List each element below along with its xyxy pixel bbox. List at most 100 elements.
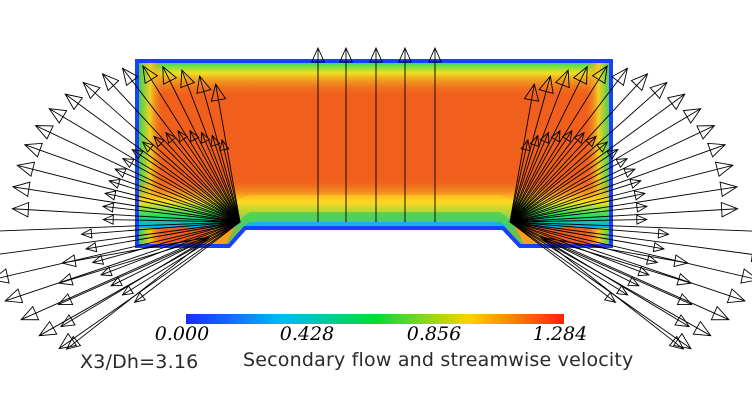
vector-head [627, 276, 640, 287]
vector-shaft [509, 108, 702, 223]
vector-head [629, 178, 642, 189]
vector-head [584, 135, 597, 148]
vector-shaft [509, 130, 561, 223]
vector-shaft [509, 205, 647, 223]
vector-shaft [509, 180, 642, 223]
vector-shaft [509, 132, 585, 223]
vector-shaft [509, 132, 549, 223]
vector-head [189, 129, 200, 143]
vector-head [652, 241, 666, 253]
vector-shaft [12, 186, 241, 223]
vector-head [64, 93, 84, 111]
vector-head [162, 65, 178, 85]
vector-shaft [509, 149, 619, 223]
vector-shaft [509, 221, 752, 232]
vector-shaft [60, 236, 211, 328]
vector-shaft [102, 73, 241, 223]
vector-shaft [110, 221, 241, 287]
vector-shaft [114, 168, 241, 223]
vector-head [141, 141, 155, 153]
vector-head [676, 293, 693, 306]
vector-shaft [539, 236, 692, 284]
vector-shaft [509, 219, 647, 223]
vector-shaft [134, 221, 241, 303]
vector-head [0, 268, 10, 284]
vector-shaft [509, 93, 686, 223]
vector-shaft [509, 221, 752, 255]
vector-head [16, 161, 36, 177]
vector-shaft [509, 135, 539, 223]
vector-shaft [509, 221, 628, 296]
figure-title: Secondary flow and streamwise velocity [243, 349, 634, 371]
vector-head [606, 148, 619, 160]
station-label: X3/Dh=3.16 [80, 351, 199, 373]
vector-head [529, 134, 540, 148]
vector-shaft [509, 221, 692, 350]
vector-head [538, 75, 554, 95]
vector-head [34, 125, 54, 140]
vector-shaft [509, 221, 746, 302]
vector-head [102, 214, 114, 225]
vector-head [61, 254, 77, 268]
vector-shaft [509, 66, 588, 223]
vector-head [520, 138, 531, 152]
vector-shaft [0, 221, 241, 279]
vector-head [103, 190, 117, 201]
vector-head [615, 158, 629, 169]
vector-head [57, 293, 74, 306]
vector-head [311, 46, 325, 63]
vector-head [657, 228, 670, 239]
vector-head [219, 138, 230, 152]
vector-head [114, 168, 127, 178]
vector-shaft [162, 66, 241, 223]
vector-shaft [24, 144, 241, 223]
vector-head [719, 181, 739, 198]
vector-head [720, 201, 739, 218]
vector-head [108, 178, 121, 189]
vector-shaft [509, 221, 752, 279]
vector-head [623, 168, 636, 178]
vector-shaft [12, 208, 241, 223]
vector-head [121, 67, 139, 87]
vector-head [11, 201, 30, 218]
vector-head [633, 190, 647, 201]
vector-head [121, 285, 134, 296]
vector-head [714, 161, 734, 177]
vector-shaft [17, 164, 241, 223]
vector-head [210, 83, 227, 102]
vector-head [180, 69, 196, 89]
vector-shaft [131, 149, 241, 223]
vector-head [20, 305, 40, 321]
vector-shaft [509, 192, 646, 223]
vector-head [59, 314, 76, 328]
colorbar-gradient [186, 314, 564, 324]
top-boundary-layer [137, 61, 611, 95]
vector-shaft [4, 221, 241, 302]
vector-shaft [509, 221, 658, 263]
vector-head [696, 125, 716, 140]
vector-head [4, 288, 24, 304]
vector-shaft [509, 69, 569, 223]
vector-head [84, 241, 98, 253]
vector-head [110, 276, 123, 287]
vector-head [611, 67, 629, 87]
vector-shaft [58, 221, 241, 350]
vector-shaft [82, 82, 241, 223]
vector-head [82, 81, 101, 100]
vector-head [523, 83, 540, 102]
vector-head [630, 72, 649, 92]
vector-head [100, 266, 113, 277]
vector-head [591, 65, 608, 85]
vector-shaft [108, 180, 241, 223]
vector-shaft [199, 75, 241, 223]
colorbar [186, 314, 564, 324]
vector-shaft [509, 186, 738, 223]
vector-shaft [181, 69, 241, 223]
vector-shaft [92, 221, 241, 263]
vector-shaft [509, 65, 608, 223]
vector-head [428, 46, 442, 63]
vector-shaft [201, 132, 241, 223]
vector-head [573, 131, 585, 145]
vector-shaft [58, 236, 211, 284]
vector-head [710, 305, 730, 321]
